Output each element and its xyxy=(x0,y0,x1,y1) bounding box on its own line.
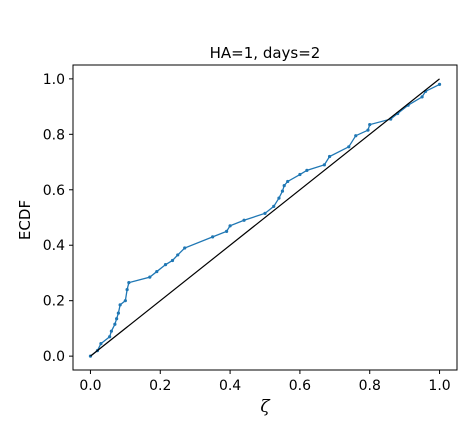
ecdf-point xyxy=(437,82,442,87)
ecdf-point xyxy=(123,299,127,303)
ecdf-point xyxy=(263,211,267,215)
ecdf-point xyxy=(366,128,370,132)
ecdf-point xyxy=(327,154,332,159)
ecdf-point xyxy=(183,246,187,250)
x-axis-label: ζ xyxy=(260,397,271,417)
ecdf-point xyxy=(225,229,229,233)
ecdf-point xyxy=(99,342,103,346)
y-tick-label: 1.0 xyxy=(43,72,65,88)
x-tick-label: 0.6 xyxy=(289,378,311,394)
ecdf-point xyxy=(176,253,180,257)
ecdf-point xyxy=(277,196,281,200)
chart-title: HA=1, days=2 xyxy=(210,44,321,62)
y-tick-label: 0.4 xyxy=(43,238,65,254)
ecdf-point xyxy=(298,172,302,177)
ecdf-point xyxy=(322,163,326,167)
x-tick-label: 0.8 xyxy=(359,378,381,394)
ecdf-point xyxy=(125,287,129,292)
ecdf-point xyxy=(163,263,168,267)
ecdf-point xyxy=(305,168,309,172)
y-axis-label: ECDF xyxy=(16,200,34,240)
ecdf-point xyxy=(280,189,285,193)
x-tick-label: 0.4 xyxy=(219,378,241,394)
ecdf-point xyxy=(108,335,112,339)
x-tick-label: 1.0 xyxy=(428,378,450,394)
ecdf-point xyxy=(282,184,286,188)
ecdf-point xyxy=(148,275,152,279)
ecdf-point xyxy=(354,134,358,138)
y-tick-label: 0.2 xyxy=(43,294,65,310)
ecdf-point xyxy=(347,145,351,149)
ecdf-point xyxy=(286,179,290,184)
ecdf-point xyxy=(155,269,159,274)
plot-frame xyxy=(72,64,458,371)
plot-area: 0.0 0.2 0.4 0.6 0.8 1.0 0.0 0.2 0.4 0.6 0.8 1.0 xyxy=(43,64,458,394)
x-tick-label: 0.2 xyxy=(149,378,171,394)
reference-line xyxy=(90,78,440,357)
ecdf-point xyxy=(109,329,113,333)
x-tick-label: 0.0 xyxy=(79,378,101,394)
ecdf-point xyxy=(118,303,122,307)
ecdf-point xyxy=(115,317,119,321)
ecdf-point xyxy=(113,322,117,326)
ecdf-point xyxy=(116,311,120,315)
ecdf-point xyxy=(420,95,424,99)
ecdf-point xyxy=(127,281,131,285)
y-tick-label: 0.6 xyxy=(43,183,65,199)
y-tick-label: 0.8 xyxy=(43,127,65,143)
ecdf-point xyxy=(228,224,232,228)
ecdf-point xyxy=(242,218,246,222)
ecdf-point xyxy=(211,235,215,239)
y-tick-label: 0.0 xyxy=(43,349,65,365)
ecdf-point xyxy=(170,258,175,263)
ecdf-point xyxy=(368,123,372,127)
ecdf-point xyxy=(272,204,276,209)
